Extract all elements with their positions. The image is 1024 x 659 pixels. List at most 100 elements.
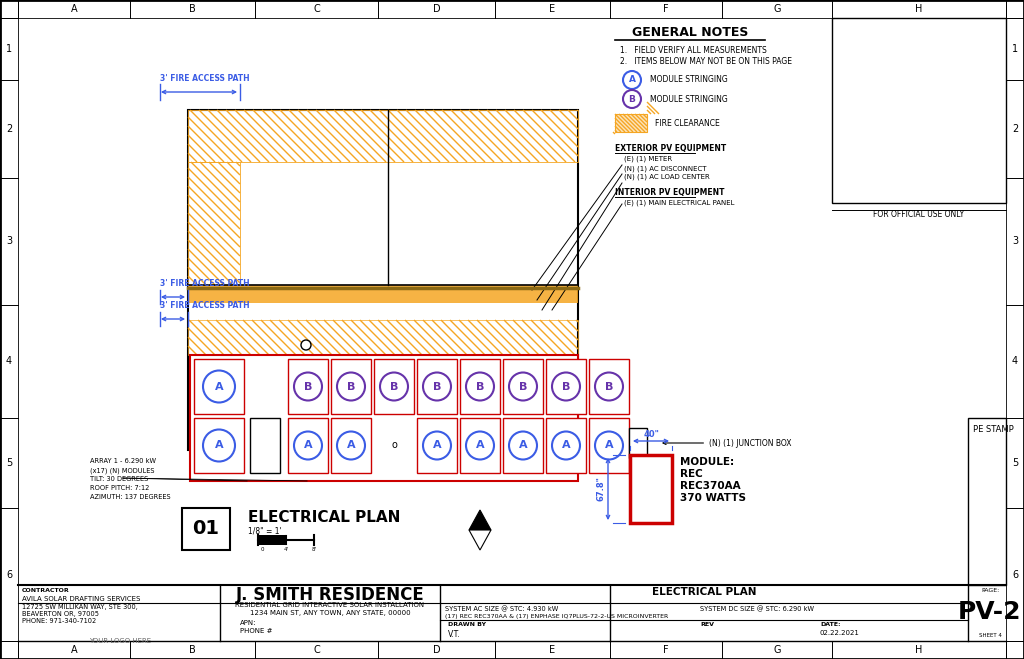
Text: B: B bbox=[562, 382, 570, 391]
Text: REV: REV bbox=[700, 622, 714, 627]
Text: (N) (1) AC LOAD CENTER: (N) (1) AC LOAD CENTER bbox=[624, 174, 710, 181]
Text: ARRAY 1 - 6.290 kW: ARRAY 1 - 6.290 kW bbox=[90, 458, 156, 464]
Text: 370 WATTS: 370 WATTS bbox=[680, 493, 746, 503]
Bar bbox=[615, 114, 647, 132]
Text: 3' FIRE ACCESS PATH: 3' FIRE ACCESS PATH bbox=[160, 301, 250, 310]
Bar bbox=[374, 359, 414, 414]
Bar bbox=[417, 418, 457, 473]
Bar bbox=[589, 418, 629, 473]
Bar bbox=[182, 508, 230, 550]
Text: G: G bbox=[773, 645, 780, 655]
Bar bbox=[503, 359, 543, 414]
Text: 8': 8' bbox=[311, 547, 316, 552]
Bar bbox=[968, 418, 1006, 585]
Text: ELECTRICAL PLAN: ELECTRICAL PLAN bbox=[248, 510, 400, 525]
Text: 40": 40" bbox=[643, 430, 658, 439]
Text: 6: 6 bbox=[6, 569, 12, 579]
Text: PHONE #: PHONE # bbox=[240, 628, 272, 634]
Text: F: F bbox=[664, 4, 669, 14]
Text: 4: 4 bbox=[1012, 357, 1018, 366]
Text: GENERAL NOTES: GENERAL NOTES bbox=[632, 26, 749, 39]
Text: SYSTEM AC SIZE @ STC: 4.930 kW: SYSTEM AC SIZE @ STC: 4.930 kW bbox=[445, 606, 558, 612]
Text: A: A bbox=[215, 440, 223, 451]
Text: J. SMITH RESIDENCE: J. SMITH RESIDENCE bbox=[236, 586, 424, 604]
Text: A: A bbox=[629, 76, 636, 84]
Text: 3: 3 bbox=[1012, 237, 1018, 246]
Text: A: A bbox=[304, 440, 312, 451]
Text: B: B bbox=[189, 4, 196, 14]
Text: (E) (1) MAIN ELECTRICAL PANEL: (E) (1) MAIN ELECTRICAL PANEL bbox=[624, 200, 734, 206]
Text: DRAWN BY: DRAWN BY bbox=[449, 622, 486, 627]
Text: B: B bbox=[519, 382, 527, 391]
Text: 1.   FIELD VERIFY ALL MEASUREMENTS: 1. FIELD VERIFY ALL MEASUREMENTS bbox=[620, 46, 767, 55]
Text: D: D bbox=[433, 645, 440, 655]
Text: A: A bbox=[347, 440, 355, 451]
Text: 2: 2 bbox=[1012, 124, 1018, 134]
Text: AZIMUTH: 137 DEGREES: AZIMUTH: 137 DEGREES bbox=[90, 494, 171, 500]
Text: 3' FIRE ACCESS PATH: 3' FIRE ACCESS PATH bbox=[160, 74, 250, 83]
Text: FOR OFFICIAL USE ONLY: FOR OFFICIAL USE ONLY bbox=[873, 210, 965, 219]
Text: A: A bbox=[215, 382, 223, 391]
Text: (E) (1) METER: (E) (1) METER bbox=[624, 156, 672, 163]
Text: A: A bbox=[476, 440, 484, 451]
Text: PE STAMP: PE STAMP bbox=[973, 425, 1014, 434]
Polygon shape bbox=[469, 530, 490, 550]
Text: B: B bbox=[629, 94, 636, 103]
Bar bbox=[831, 18, 1006, 203]
Text: G: G bbox=[773, 4, 780, 14]
Text: D: D bbox=[433, 4, 440, 14]
Bar bbox=[188, 320, 578, 355]
Text: CONTRACTOR: CONTRACTOR bbox=[22, 588, 70, 593]
Text: MODULE:: MODULE: bbox=[680, 457, 734, 467]
Text: B: B bbox=[189, 645, 196, 655]
Text: A: A bbox=[71, 4, 78, 14]
Text: 0: 0 bbox=[260, 547, 264, 552]
Bar bbox=[615, 114, 647, 132]
Bar bbox=[589, 359, 629, 414]
Text: 4: 4 bbox=[6, 357, 12, 366]
Bar bbox=[188, 110, 578, 162]
Text: C: C bbox=[313, 645, 319, 655]
Text: C: C bbox=[313, 4, 319, 14]
Bar bbox=[188, 110, 578, 450]
Text: H: H bbox=[915, 645, 923, 655]
Text: 4': 4' bbox=[284, 547, 289, 552]
Text: V.T.: V.T. bbox=[449, 630, 461, 639]
Circle shape bbox=[301, 340, 311, 350]
Text: 3: 3 bbox=[6, 237, 12, 246]
Text: REC370AA: REC370AA bbox=[680, 481, 740, 491]
Text: 01: 01 bbox=[193, 519, 219, 538]
Bar bbox=[460, 418, 500, 473]
Text: B: B bbox=[476, 382, 484, 391]
Text: 12725 SW MILLIKAN WAY, STE 300,: 12725 SW MILLIKAN WAY, STE 300, bbox=[22, 604, 138, 610]
Text: (17) REC REC370AA & (17) ENPHASE IQ7PLUS-72-2-US MICROINVERTER: (17) REC REC370AA & (17) ENPHASE IQ7PLUS… bbox=[445, 614, 669, 619]
Text: F: F bbox=[664, 645, 669, 655]
Bar bbox=[258, 535, 286, 545]
Text: BEAVERTON OR, 97005: BEAVERTON OR, 97005 bbox=[22, 611, 99, 617]
Text: A: A bbox=[562, 440, 570, 451]
Text: MODULE STRINGING: MODULE STRINGING bbox=[650, 94, 728, 103]
Bar bbox=[417, 359, 457, 414]
Text: EXTERIOR PV EQUIPMENT: EXTERIOR PV EQUIPMENT bbox=[615, 144, 726, 153]
Text: B: B bbox=[390, 382, 398, 391]
Bar bbox=[546, 359, 586, 414]
Text: B: B bbox=[605, 382, 613, 391]
Text: 6: 6 bbox=[1012, 569, 1018, 579]
Text: REC: REC bbox=[680, 469, 702, 479]
Bar bbox=[190, 355, 578, 481]
Bar bbox=[331, 359, 371, 414]
Text: A: A bbox=[605, 440, 613, 451]
Text: PAGE:: PAGE: bbox=[981, 588, 999, 593]
Bar bbox=[331, 418, 371, 473]
Text: YOUR LOGO HERE: YOUR LOGO HERE bbox=[89, 638, 152, 644]
Text: 3' FIRE ACCESS PATH: 3' FIRE ACCESS PATH bbox=[160, 279, 250, 288]
Text: B: B bbox=[347, 382, 355, 391]
Text: E: E bbox=[550, 645, 556, 655]
Bar bbox=[546, 418, 586, 473]
Bar bbox=[503, 418, 543, 473]
Text: 5: 5 bbox=[1012, 458, 1018, 468]
Bar bbox=[188, 110, 578, 162]
Text: INTERIOR PV EQUIPMENT: INTERIOR PV EQUIPMENT bbox=[615, 188, 725, 197]
Text: 1: 1 bbox=[6, 44, 12, 54]
Text: SHEET 4: SHEET 4 bbox=[979, 633, 1001, 638]
